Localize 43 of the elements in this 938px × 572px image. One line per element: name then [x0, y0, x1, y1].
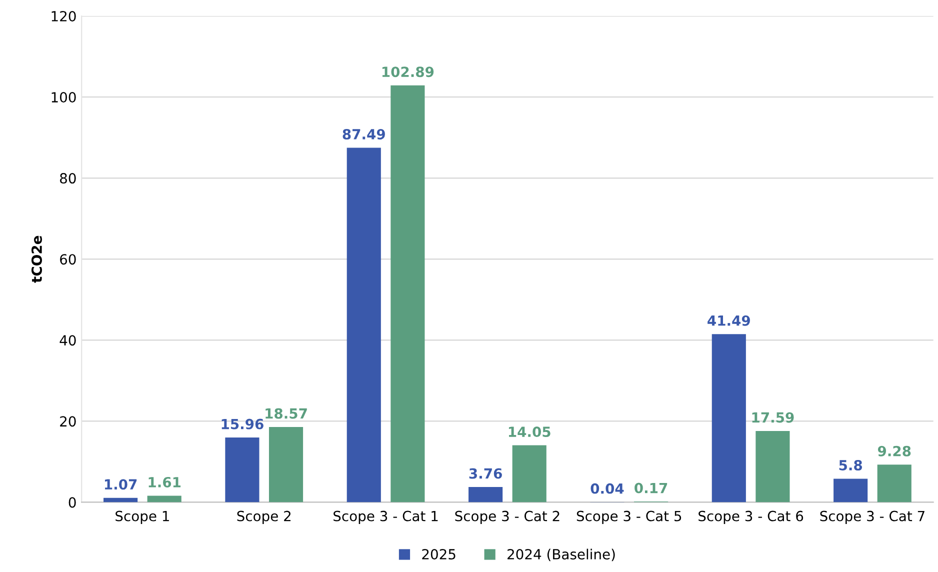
bar: [268, 426, 304, 502]
data-label: 14.05: [508, 426, 550, 438]
data-label: 1.61: [148, 476, 181, 488]
data-label: 3.76: [469, 468, 502, 479]
legend-label: 2025: [422, 548, 456, 560]
x-tick-label: Scope 3 - Cat 7: [820, 510, 924, 524]
bar: [756, 430, 790, 502]
y-tick-label: 0: [68, 497, 76, 508]
y-tick-label: 80: [60, 173, 76, 184]
x-tick-label: Scope 2: [237, 510, 290, 524]
data-label: 41.49: [708, 315, 750, 326]
bar: [877, 464, 912, 502]
data-label: 9.28: [878, 446, 911, 456]
x-tick-label: Scope 1: [116, 510, 169, 524]
x-tick-label: Scope 3 - Cat 1: [334, 510, 438, 524]
y-tick-label: 60: [60, 254, 76, 265]
y-tick-label: 100: [52, 92, 76, 103]
data-label: 18.57: [266, 408, 307, 419]
x-tick-label: Scope 3 - Cat 6: [698, 510, 804, 524]
data-label: 15.96: [222, 418, 264, 430]
data-label: 87.49: [342, 128, 385, 140]
y-tick-label: 120: [52, 10, 76, 22]
data-label: 5.8: [839, 460, 862, 470]
y-axis-title: tCO2e: [31, 236, 42, 283]
data-label: 17.59: [752, 412, 794, 423]
data-label: 0.17: [634, 482, 668, 494]
bar: [225, 438, 260, 502]
bar: [712, 334, 746, 502]
bar: [468, 486, 503, 502]
x-tick-label: Scope 3 - Cat 5: [576, 510, 682, 524]
legend-label: 2024 (Baseline): [508, 548, 615, 562]
y-tick-label: 20: [60, 416, 76, 427]
x-tick-label: Scope 3 - Cat 2: [455, 510, 560, 524]
bar: [147, 496, 182, 502]
data-label: 1.07: [104, 479, 137, 490]
y-tick-label: 40: [60, 335, 76, 346]
bar: [104, 498, 138, 502]
bar: [834, 478, 868, 502]
bar: [390, 85, 425, 502]
data-label: 0.04: [590, 483, 624, 494]
data-label: 102.89: [382, 66, 434, 78]
bar: [346, 148, 381, 502]
bar: [512, 445, 546, 502]
